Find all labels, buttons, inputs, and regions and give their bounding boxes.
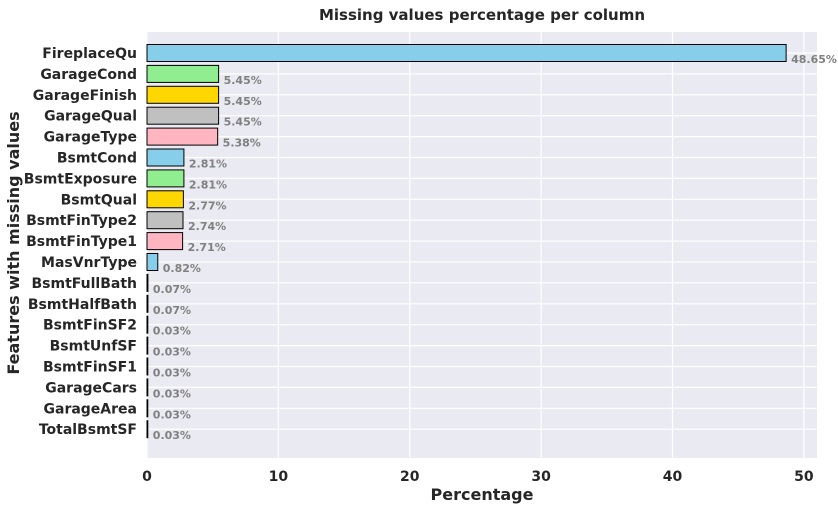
x-axis-title: Percentage [431, 485, 534, 504]
bar [146, 420, 149, 439]
category-label: GarageType [44, 130, 137, 146]
data-label: 5.45% [224, 74, 262, 87]
bar [146, 315, 149, 334]
category-label: BsmtFinType1 [26, 234, 137, 250]
chart-title: Missing values percentage per column [319, 6, 645, 24]
category-label: BsmtExposure [24, 171, 137, 187]
category-label: MasVnrType [41, 255, 137, 271]
category-labels: FireplaceQu GarageCond GarageFinish GarageQ… [24, 46, 137, 438]
data-label: 2.77% [188, 199, 226, 212]
category-label: BsmtFinType2 [26, 213, 137, 229]
category-label: FireplaceQu [42, 46, 137, 62]
data-label: 0.03% [153, 367, 191, 380]
bar [146, 64, 220, 83]
category-label: BsmtCond [57, 151, 137, 167]
data-label: 0.03% [153, 346, 191, 359]
data-label: 0.07% [153, 283, 191, 296]
data-label: 0.03% [153, 387, 191, 400]
bar [146, 44, 787, 62]
data-label: 2.81% [189, 158, 227, 171]
data-label: 5.38% [223, 137, 261, 150]
category-label: BsmtFinSF1 [43, 360, 137, 376]
y-axis-title: Features with missing values [4, 111, 23, 374]
category-label: TotalBsmtSF [39, 422, 137, 438]
x-tick-labels: 0 10 20 30 40 50 [142, 469, 814, 485]
data-label: 0.03% [153, 408, 191, 421]
bar [146, 169, 185, 188]
data-label: 2.74% [188, 220, 226, 233]
data-label: 5.45% [224, 116, 262, 129]
data-label: 0.07% [153, 304, 191, 317]
x-tick-label: 10 [269, 469, 289, 485]
data-label: 2.71% [188, 241, 226, 254]
category-label: BsmtFullBath [32, 276, 138, 292]
data-label: 0.82% [163, 262, 201, 275]
x-tick-label: 20 [400, 469, 420, 485]
data-labels: 48.65% 5.45% 5.45% 5.45% 5.38% 2.81% 2.81% 2.77… [153, 53, 837, 442]
category-label: BsmtHalfBath [28, 297, 137, 313]
bar [146, 85, 220, 104]
data-label: 0.03% [153, 325, 191, 338]
bar [146, 211, 184, 230]
bar [146, 378, 149, 397]
x-tick-label: 40 [663, 469, 683, 485]
category-label: BsmtUnfSF [50, 339, 137, 355]
x-tick-label: 50 [794, 469, 814, 485]
bar [146, 127, 219, 146]
bar [146, 253, 159, 271]
category-label: GarageQual [44, 109, 137, 125]
category-label: GarageFinish [33, 88, 137, 104]
bar [146, 106, 220, 125]
data-label: 2.81% [189, 178, 227, 191]
bar [146, 399, 149, 418]
x-tick-label: 30 [531, 469, 551, 485]
bar [146, 148, 185, 167]
bar [146, 190, 184, 209]
category-label: BsmtFinSF2 [43, 318, 137, 334]
bar [146, 232, 184, 251]
x-tick-label: 0 [142, 469, 152, 485]
bar [146, 357, 149, 376]
bar [146, 273, 149, 292]
category-label: BsmtQual [61, 192, 137, 208]
bar [146, 294, 149, 313]
data-label: 0.03% [153, 429, 191, 442]
category-label: GarageCars [45, 380, 137, 396]
bar [146, 336, 149, 355]
category-label: GarageArea [44, 401, 138, 417]
category-label: GarageCond [40, 67, 137, 83]
data-label: 5.45% [224, 95, 262, 108]
bars [146, 44, 787, 439]
data-label: 48.65% [791, 53, 837, 66]
grid-lines [146, 32, 817, 458]
